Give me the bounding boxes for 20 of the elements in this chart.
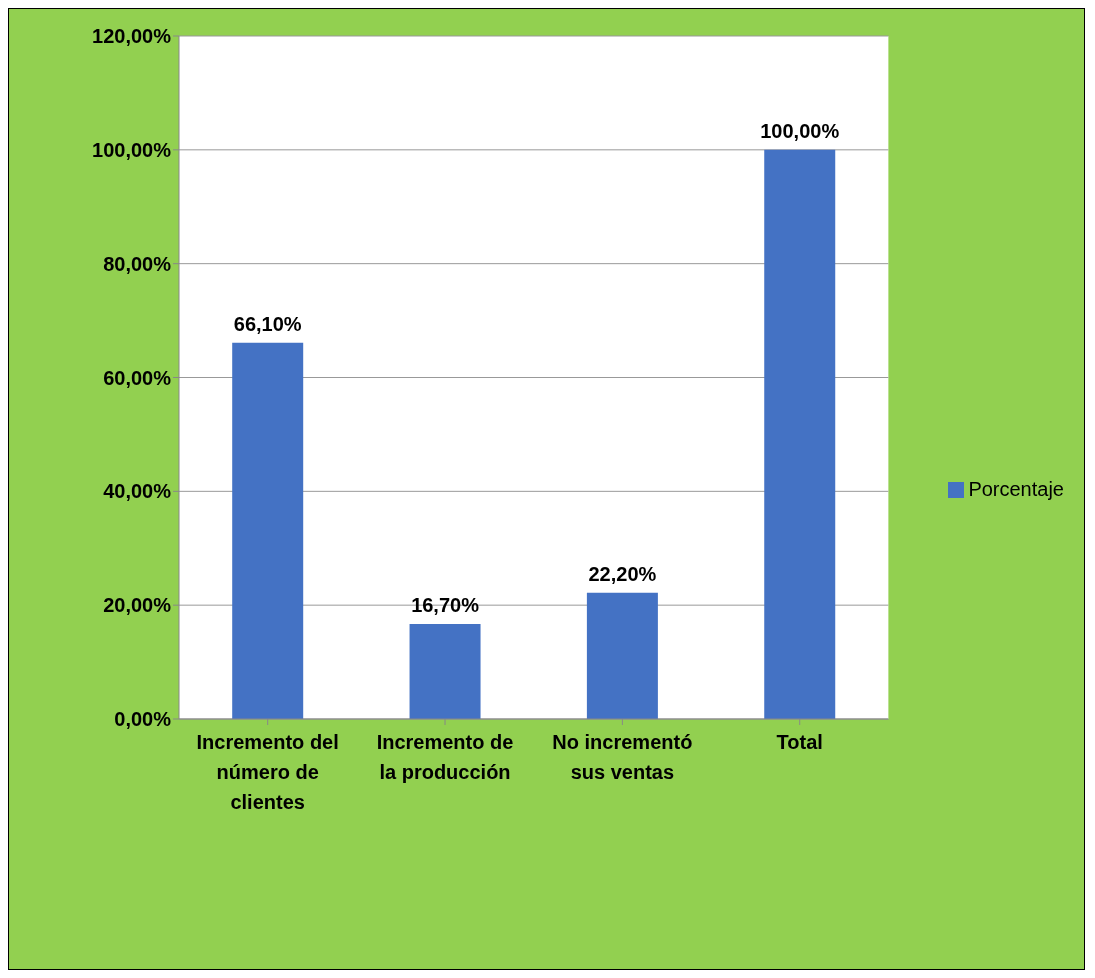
legend-label: Porcentaje bbox=[968, 477, 1064, 500]
data-label: 16,70% bbox=[411, 593, 480, 616]
y-tick-label: 40,00% bbox=[103, 480, 172, 503]
y-tick-label: 80,00% bbox=[103, 252, 172, 275]
x-tick-label: Incremento de la producción bbox=[376, 731, 514, 783]
data-label: 22,20% bbox=[588, 562, 657, 585]
bar bbox=[764, 149, 836, 719]
bar bbox=[232, 342, 304, 719]
y-tick-label: 0,00% bbox=[114, 708, 172, 731]
y-tick-label: 20,00% bbox=[103, 594, 172, 617]
data-label: 100,00% bbox=[760, 119, 840, 142]
data-label: 66,10% bbox=[233, 312, 302, 335]
x-tick-label: Total bbox=[776, 731, 823, 753]
bar bbox=[586, 592, 658, 719]
x-tick-label: No incrementó sus ventas bbox=[552, 731, 693, 783]
y-tick-label: 100,00% bbox=[92, 138, 172, 161]
bar bbox=[409, 623, 481, 719]
y-tick-label: 120,00% bbox=[92, 25, 172, 48]
y-tick-label: 60,00% bbox=[103, 366, 172, 389]
x-tick-label: Incremento del número de clientes bbox=[196, 731, 339, 813]
